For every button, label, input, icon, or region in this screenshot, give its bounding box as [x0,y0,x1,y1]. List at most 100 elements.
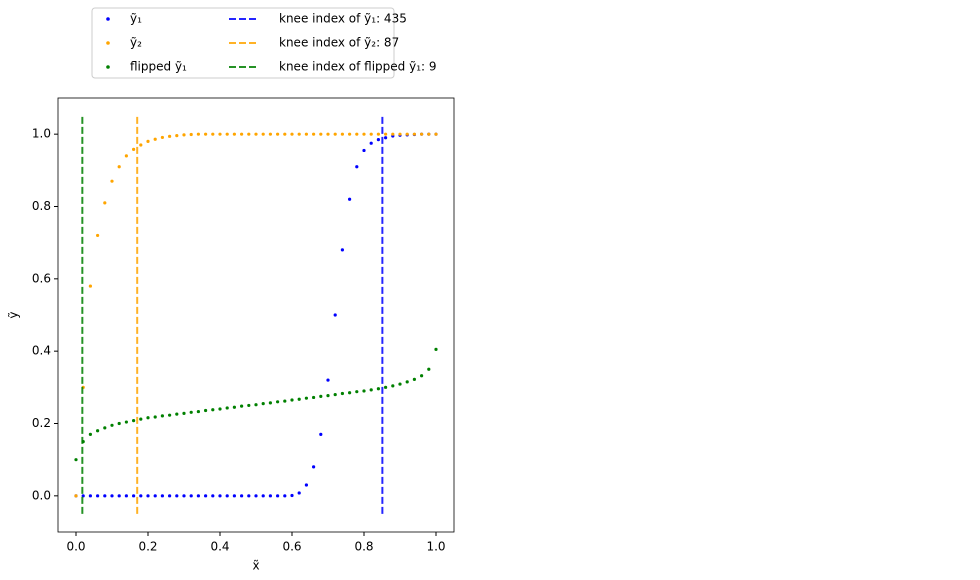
point [225,494,229,498]
point [153,494,157,498]
point [420,132,424,136]
point [110,423,114,427]
point [247,132,251,136]
point [434,132,438,136]
point [96,429,100,433]
point [168,494,172,498]
x-tick-label: 0.6 [282,540,301,554]
y-tick-label: 0.6 [32,271,51,285]
point [348,391,352,395]
point [124,420,128,424]
x-tick-label: 1.0 [426,540,445,554]
point [304,483,308,487]
point [117,494,121,498]
point [261,132,265,136]
point [96,233,100,238]
legend-marker [106,41,110,45]
point [240,132,244,136]
point [110,494,114,498]
point [434,347,438,351]
point [218,132,222,136]
point [182,133,186,137]
point [405,380,409,384]
point [340,248,344,252]
x-tick-label: 0.2 [138,540,157,554]
point [254,403,258,407]
point [139,143,143,147]
point [204,132,208,136]
point [189,132,193,137]
point [362,132,366,136]
point [326,132,330,136]
point [412,132,416,136]
point [211,408,215,412]
point [312,465,316,469]
point [211,494,215,498]
y-tick-label: 1.0 [32,127,51,141]
point [369,388,373,392]
point [276,494,280,498]
point [204,408,208,413]
point [405,132,409,136]
point [74,494,78,498]
point [312,132,316,136]
point [254,132,258,136]
point [196,132,200,136]
legend-label: ỹ₂ [130,36,142,50]
point [182,411,186,415]
point [189,410,193,414]
point [319,432,323,436]
point [376,387,380,391]
point [355,390,359,394]
y-tick-label: 0.8 [32,199,51,213]
point [146,416,150,420]
point [283,132,287,136]
plot-frame [57,97,455,533]
y-tick-label: 0.2 [32,416,51,430]
point [88,432,92,436]
legend-label: knee index of flipped ỹ₁: 9 [279,60,437,74]
point [362,148,366,153]
point [319,394,323,398]
point [96,494,100,498]
point [326,394,330,398]
point [117,421,121,426]
point [297,397,301,401]
point [369,141,373,145]
point [304,396,308,400]
point [340,391,344,396]
point [124,494,128,498]
y-tick-label: 0.0 [32,488,51,502]
point [247,494,251,498]
point [384,385,388,389]
point [117,165,121,169]
point [297,132,301,136]
point [398,132,402,136]
x-axis-label: x̃ [252,559,259,573]
point [391,384,395,388]
point [340,132,344,136]
point [175,134,179,138]
point [391,132,395,136]
point [103,201,107,205]
point [290,398,294,402]
point [276,400,280,404]
point [276,132,280,136]
point [348,132,352,136]
point [261,402,265,406]
point [319,132,323,136]
point [398,382,402,386]
point [376,132,380,136]
point [355,132,359,136]
point [153,415,157,419]
point [218,407,222,411]
legend-label: flipped ỹ₁ [130,60,187,74]
point [333,392,337,397]
point [88,494,92,498]
point [362,389,366,393]
point [132,419,136,423]
point [110,179,114,183]
point [355,165,359,169]
point [420,374,424,378]
